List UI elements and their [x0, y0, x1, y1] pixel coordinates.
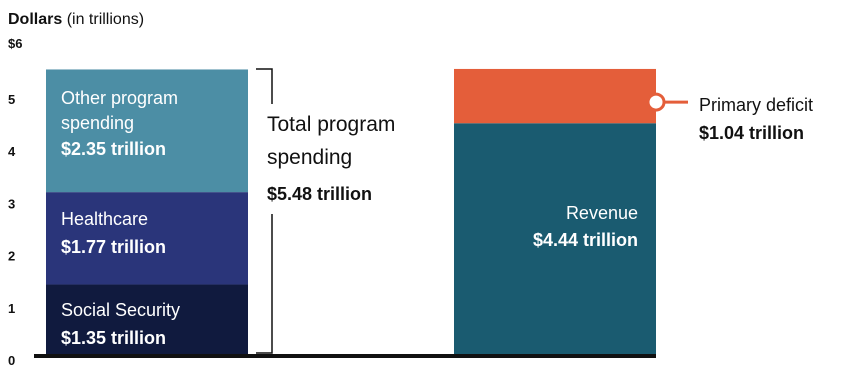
segment-value: $4.44 trillion — [533, 230, 638, 250]
y-axis-title-rest: (in trillions) — [62, 11, 144, 28]
y-axis-ticks: 0 1 2 3 4 5 $6 — [8, 36, 22, 365]
segment-label: Other program — [61, 88, 178, 108]
y-tick-label: 2 — [8, 249, 15, 264]
segment-label: spending — [61, 113, 134, 133]
y-tick-label: 4 — [8, 144, 16, 159]
y-tick-label: $6 — [8, 36, 22, 51]
bracket-label: spending — [267, 146, 352, 169]
y-axis-title: Dollars (in trillions) — [8, 11, 144, 28]
bar-labels: Social Security $1.35 trillion Healthcare $… — [61, 68, 813, 354]
callout-label: Primary deficit — [699, 95, 813, 115]
y-tick-label: 5 — [8, 92, 15, 107]
y-tick-label: 3 — [8, 196, 15, 211]
bracket-gap — [262, 104, 422, 214]
y-tick-label: 1 — [8, 301, 15, 316]
bar-segment — [454, 68, 656, 124]
bar-segment — [46, 192, 248, 285]
callout-marker — [646, 92, 666, 112]
segment-value: $1.77 trillion — [61, 237, 166, 257]
y-axis-title-bold: Dollars — [8, 11, 62, 28]
segment-value: $2.35 trillion — [61, 139, 166, 159]
segment-label: Healthcare — [61, 209, 148, 229]
segment-label: Social Security — [61, 300, 180, 320]
segment-label: Revenue — [566, 203, 638, 223]
bracket-value: $5.48 trillion — [267, 184, 372, 204]
y-tick-label: 0 — [8, 353, 15, 365]
bar-segment — [46, 284, 248, 355]
bar-segment — [46, 69, 248, 193]
bracket-label: Total program — [267, 113, 395, 136]
segment-value: $1.35 trillion — [61, 328, 166, 348]
callout-value: $1.04 trillion — [699, 123, 804, 143]
bars — [46, 68, 656, 356]
bar-segment — [454, 123, 656, 356]
